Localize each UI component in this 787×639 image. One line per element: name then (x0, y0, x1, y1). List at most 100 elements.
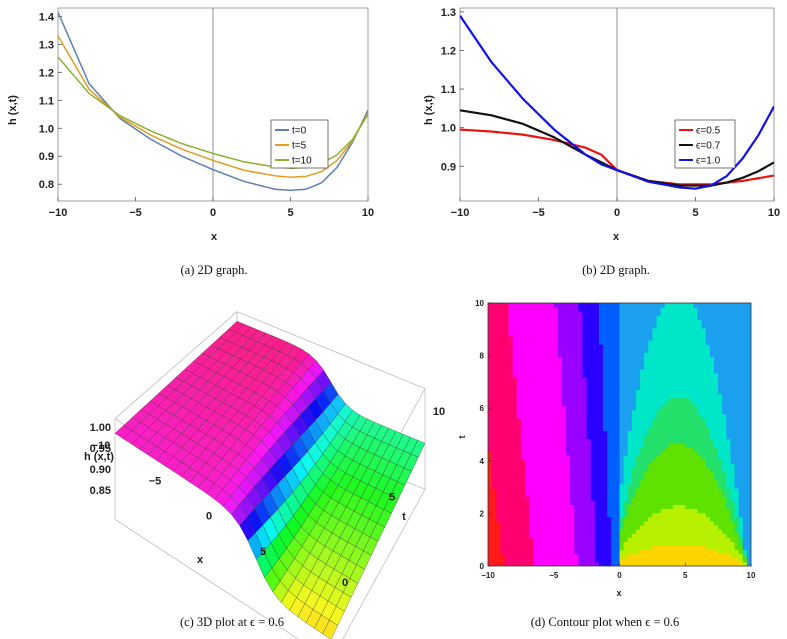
panel-d-contour-cell (714, 450, 719, 456)
panel-d-contour-cell (734, 553, 740, 559)
panel-d-contour-cell (742, 442, 748, 448)
panel-d-contour-cell (492, 459, 497, 464)
panel-d-contour-cell (529, 430, 534, 436)
panel-d-contour-cell (590, 372, 596, 378)
panel-d-contour-cell (516, 405, 522, 411)
panel-d-contour-cell (681, 520, 686, 526)
panel-d-contour-cell (640, 360, 645, 366)
panel-d-contour-cell (508, 459, 514, 464)
panel-d-contour-cell (623, 372, 629, 378)
panel-d-contour-cell (496, 426, 501, 431)
panel-d-contour-cell (529, 393, 534, 399)
panel-d-contour-cell (500, 319, 506, 325)
panel-d-contour-cell (635, 319, 641, 325)
panel-d-contour-cell (718, 537, 723, 542)
panel-d-contour-cell (615, 418, 621, 423)
panel-d-contour-cell (500, 401, 506, 407)
panel-d-contour-cell (500, 487, 506, 493)
panel-d-contour-cell (541, 397, 547, 403)
panel-d-contour-cell (631, 561, 637, 566)
panel-d-contour-cell (714, 389, 719, 395)
panel-d-contour-cell (492, 533, 497, 538)
panel-d-contour-cell (656, 504, 662, 510)
panel-d-contour-cell (631, 483, 637, 489)
panel-d-contour-cell (656, 344, 662, 349)
panel-d-contour-cell (524, 512, 530, 518)
panel-d-contour-cell (709, 331, 715, 337)
panel-d-contour-cell (619, 401, 625, 407)
panel-d-contour-cell (664, 434, 670, 440)
panel-d-contour-cell (734, 323, 740, 329)
panel-d-contour-cell (524, 479, 530, 485)
panel-d-contour-cell (541, 409, 547, 415)
panel-d-contour-cell (697, 492, 703, 497)
panel-d-contour-cell (582, 537, 588, 542)
panel-d-contour-cell (746, 356, 751, 362)
panel-d-contour-cell (524, 496, 530, 501)
panel-d-contour-cell (553, 467, 559, 473)
panel-d-contour-cell (726, 348, 732, 353)
panel-d-contour-cell (512, 516, 518, 522)
panel-d-contour-cell (738, 537, 744, 542)
panel-d-contour-cell (500, 508, 506, 514)
panel-d-contour-cell (582, 483, 588, 489)
panel-d-contour-cell (664, 372, 670, 378)
panel-d-contour-cell (668, 339, 674, 345)
panel-d-contour-cell (672, 508, 678, 514)
panel-d-contour-cell (738, 303, 744, 308)
panel-d-contour-cell (508, 553, 514, 559)
panel-d-contour-cell (578, 529, 584, 534)
panel-d-contour-cell (705, 545, 711, 551)
panel-d-contour-cell (607, 471, 612, 477)
panel-d-contour-cell (730, 446, 736, 452)
panel-d-contour-cell (504, 504, 510, 510)
panel-d-contour-cell (557, 479, 563, 485)
panel-d-contour-cell (570, 405, 575, 411)
panel-d-contour-cell (619, 303, 625, 308)
panel-d-contour-cell (734, 397, 740, 403)
panel-d-contour-cell (730, 450, 736, 456)
panel-d-contour-cell (586, 303, 592, 308)
panel-d-contour-cell (524, 401, 530, 407)
panel-d-contour-cell (570, 446, 575, 452)
panel-d-contour-cell (623, 360, 629, 366)
panel-d-contour-cell (586, 537, 592, 542)
panel-d-contour-cell (586, 549, 592, 555)
panel-d-contour-cell (640, 459, 645, 464)
panel-d-contour-cell (512, 492, 518, 497)
panel-d-contour-cell (685, 483, 690, 489)
panel-d-contour-cell (516, 413, 522, 419)
panel-d-contour-cell (529, 360, 534, 366)
panel-d-contour-cell (640, 348, 645, 353)
panel-d-contour-cell (533, 344, 538, 349)
panel-d-contour-cell (598, 405, 604, 411)
panel-d-contour-cell (500, 537, 506, 542)
panel-d-contour-cell (672, 524, 678, 530)
panel-d-contour-cell (623, 352, 629, 358)
panel-d-contour-cell (701, 500, 707, 505)
panel-d-contour-cell (533, 364, 538, 370)
panel-d-contour-cell (512, 471, 518, 477)
panel-d-contour-cell (672, 467, 678, 473)
panel-d-contour-cell (504, 483, 510, 489)
panel-d-contour-cell (664, 516, 670, 522)
panel-d-contour-cell (656, 475, 662, 481)
panel-d-contour-cell (660, 376, 666, 382)
panel-d-contour-cell (668, 479, 674, 485)
panel-d-contour-cell (668, 496, 674, 501)
panel-d-contour-cell (664, 471, 670, 477)
panel-d-contour-cell (611, 537, 616, 542)
panel-d-contour-cell (660, 426, 666, 431)
panel-d-contour-cell (660, 492, 666, 497)
panel-d-contour-cell (631, 401, 637, 407)
panel-d-contour-cell (574, 352, 580, 358)
panel-d-contour-cell (598, 512, 604, 518)
panel-d-contour-cell (512, 475, 518, 481)
panel-d-contour-cell (607, 303, 612, 308)
panel-d-contour-cell (746, 418, 751, 423)
panel-d-contour-cell (652, 409, 658, 415)
panel-d-contour-cell (668, 319, 674, 325)
panel-d-contour-cell (504, 520, 510, 526)
panel-d-contour-cell (718, 393, 723, 399)
panel-d-contour-cell (488, 557, 493, 563)
